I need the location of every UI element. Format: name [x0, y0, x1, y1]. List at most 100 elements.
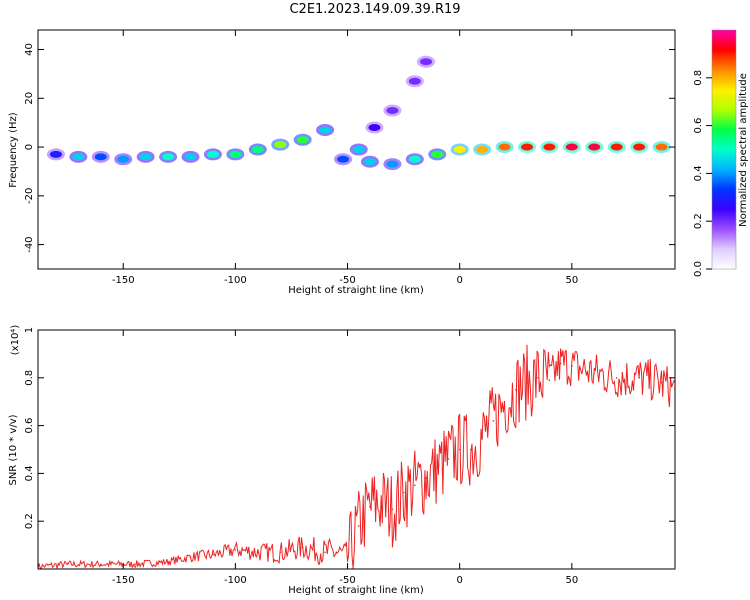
- y-tick-label: 20: [24, 92, 35, 105]
- spectrum-cell: [139, 153, 152, 161]
- spectrum-cell: [117, 155, 130, 163]
- spectrum-cell: [610, 143, 623, 151]
- snr-point: [301, 546, 304, 549]
- snr-point: [481, 436, 483, 439]
- spectrum-cell: [337, 155, 350, 163]
- x-tick-label: -50: [339, 575, 355, 586]
- snr-point: [234, 549, 237, 551]
- snr-point: [189, 556, 192, 558]
- snr-point: [559, 362, 562, 365]
- y-tick-label: 0.6: [24, 418, 35, 434]
- colorbar-label: Normalized spectral amplitude: [738, 73, 749, 227]
- spectrum-cell: [319, 126, 332, 134]
- snr-point: [279, 551, 282, 554]
- colorbar-tick-label: 0.6: [693, 118, 704, 134]
- y-tick-label: 0.8: [24, 370, 35, 386]
- spectrum-cell: [368, 124, 381, 132]
- snr-point: [503, 400, 506, 403]
- snr-point: [548, 379, 551, 381]
- spectrogram-frame: [37, 29, 676, 270]
- spectrum-cell: [633, 143, 646, 151]
- snr-point: [257, 551, 259, 554]
- snr-point: [615, 377, 618, 379]
- spectrum-cell: [565, 143, 578, 151]
- y-tick-label: -20: [24, 188, 35, 204]
- spectrum-cell: [420, 58, 433, 66]
- snr-point: [212, 553, 214, 556]
- snr-point: [470, 448, 472, 451]
- spectrum-cell: [206, 150, 219, 158]
- snr-point: [526, 381, 528, 384]
- snr-point: [414, 484, 416, 487]
- snr-point: [436, 467, 439, 470]
- colorbar-tick-label: 0.4: [693, 165, 704, 181]
- snr-point: [357, 525, 360, 527]
- spectrum-cell: [296, 136, 309, 144]
- snr-x-axis-label: Height of straight line (km): [288, 585, 424, 596]
- spectrum-cell: [386, 160, 399, 168]
- x-tick-label: 50: [565, 575, 578, 586]
- spectrum-cell: [72, 153, 85, 161]
- spectrum-cell: [363, 158, 376, 166]
- spectrum-cell: [520, 143, 533, 151]
- spectrum-cell: [229, 150, 242, 158]
- x-tick-label: 0: [456, 575, 462, 586]
- spectrum-cell: [476, 146, 489, 153]
- snr-point: [425, 477, 427, 479]
- x-tick-label: -100: [224, 575, 247, 586]
- y-tick-label: 0: [24, 144, 35, 150]
- spectrum-cell: [184, 153, 197, 161]
- spectrum-cell: [408, 77, 421, 85]
- snr-point: [458, 448, 461, 451]
- colorbar-tick-label: 0.8: [693, 70, 704, 86]
- spectrum-cell: [274, 141, 287, 149]
- snr-point: [346, 556, 349, 558]
- snr-point: [380, 501, 382, 503]
- snr-y-multiplier: (x10⁴): [10, 325, 21, 356]
- snr-point: [447, 458, 450, 460]
- spectrum-cell: [408, 155, 421, 163]
- spectrogram-y-axis-label: Frequency (Hz): [8, 112, 19, 188]
- spectrogram-panel: -150 -100 -50 0 50 -40 -20 0 20 40 Height of stra…: [8, 29, 676, 296]
- y-tick-label: -40: [24, 236, 35, 252]
- colorbar-frame: [711, 29, 737, 270]
- colorbar-tick-label: 0.0: [693, 261, 704, 277]
- x-tick-label: 50: [565, 275, 578, 286]
- spectrogram-x-axis-label: Height of straight line (km): [288, 285, 424, 296]
- spectrum-cell: [431, 150, 444, 158]
- x-tick-label: -50: [339, 275, 355, 286]
- snr-point: [402, 491, 405, 494]
- snr-point: [638, 377, 640, 379]
- y-tick-label: 1: [24, 327, 35, 333]
- snr-point: [514, 388, 517, 391]
- y-tick-label: 40: [24, 43, 35, 56]
- snr-point: [324, 551, 326, 554]
- snr-point: [492, 420, 495, 422]
- spectrum-cell: [162, 153, 175, 161]
- snr-series-line: [38, 344, 675, 569]
- colorbar-gradient: [712, 30, 736, 269]
- snr-frame: [37, 329, 676, 570]
- figure-title: C2E1.2023.149.09.39.R19: [289, 2, 461, 17]
- snr-point: [571, 365, 573, 367]
- x-tick-label: -100: [224, 275, 247, 286]
- snr-point: [335, 551, 338, 554]
- y-tick-label: 0.4: [24, 465, 35, 481]
- x-tick-label: -150: [112, 575, 135, 586]
- snr-point: [593, 372, 596, 374]
- spectrum-cell: [49, 150, 62, 158]
- snr-point: [133, 563, 136, 566]
- snr-point: [100, 563, 102, 566]
- spectrum-cell: [498, 143, 511, 151]
- snr-point: [537, 377, 539, 379]
- snr-point: [660, 381, 663, 384]
- spectrum-cell: [352, 146, 365, 153]
- spectrum-cell: [386, 106, 399, 114]
- spectrum-cell: [251, 146, 264, 153]
- snr-point: [369, 506, 371, 508]
- x-tick-label: -150: [112, 275, 135, 286]
- spectrum-cell: [655, 143, 668, 151]
- spectrum-cell: [453, 146, 466, 153]
- spectrum-cell: [588, 143, 601, 151]
